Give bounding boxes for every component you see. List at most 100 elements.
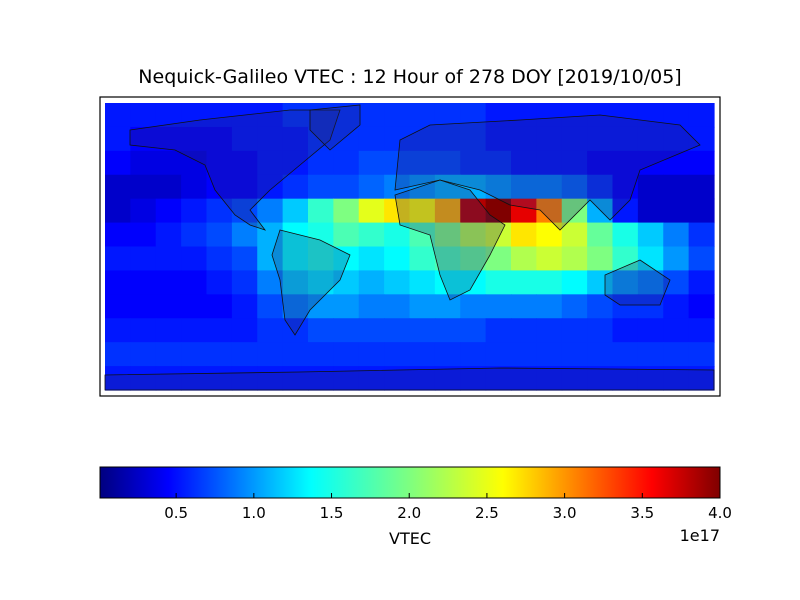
cell xyxy=(409,222,436,248)
cell xyxy=(663,342,690,367)
colorbar-ticks: 0.5 1.0 1.5 2.0 2.5 3.0 3.5 4.0 xyxy=(164,493,732,522)
cell xyxy=(612,294,639,319)
cell xyxy=(637,150,664,176)
cell xyxy=(333,126,360,152)
cell xyxy=(105,150,131,176)
cell xyxy=(358,222,385,248)
cell xyxy=(434,126,461,152)
cell xyxy=(384,103,411,128)
cell xyxy=(587,246,614,272)
cell xyxy=(511,246,537,272)
cell xyxy=(308,318,334,343)
cell xyxy=(308,246,334,272)
cell xyxy=(130,222,157,248)
cell xyxy=(308,294,334,319)
cell xyxy=(587,126,614,152)
cell xyxy=(282,294,309,319)
cell xyxy=(155,222,182,248)
cell xyxy=(663,174,690,200)
colorbar-offset: 1e17 xyxy=(680,526,720,545)
cell xyxy=(257,342,284,367)
colorbar-tick-label: 1.5 xyxy=(320,504,344,522)
cell xyxy=(257,294,284,319)
cell xyxy=(358,294,385,319)
cell xyxy=(460,342,487,367)
cell xyxy=(511,174,537,200)
cell xyxy=(663,366,690,391)
cell xyxy=(105,103,131,128)
cell xyxy=(384,318,411,343)
cell xyxy=(409,103,436,128)
cell xyxy=(333,222,360,248)
cell xyxy=(206,126,233,152)
cell xyxy=(688,270,715,295)
cell xyxy=(485,222,512,248)
cell xyxy=(663,198,690,224)
cell xyxy=(257,222,284,248)
cell xyxy=(536,342,563,367)
cell xyxy=(130,150,157,176)
cell xyxy=(612,270,639,295)
cell xyxy=(181,294,208,319)
cell xyxy=(282,103,309,128)
cell xyxy=(536,246,563,272)
cell xyxy=(206,270,233,295)
cell xyxy=(333,150,360,176)
cell xyxy=(181,103,208,128)
cell xyxy=(587,318,614,343)
colorbar-tick-label: 4.0 xyxy=(708,504,732,522)
cell xyxy=(155,366,182,391)
cell xyxy=(688,126,715,152)
cell xyxy=(460,318,487,343)
cell xyxy=(257,126,284,152)
cell xyxy=(409,126,436,152)
cell xyxy=(384,174,411,200)
colorbar-tick-label: 2.5 xyxy=(475,504,499,522)
cell xyxy=(181,198,208,224)
cell xyxy=(130,198,157,224)
cell xyxy=(409,366,436,391)
cell xyxy=(206,294,233,319)
continent xyxy=(394,179,506,301)
cell xyxy=(460,198,487,224)
cell xyxy=(206,318,233,343)
cell xyxy=(460,294,487,319)
cell xyxy=(612,366,639,391)
cell xyxy=(561,126,588,152)
cell xyxy=(105,222,131,248)
cell xyxy=(485,342,512,367)
cell xyxy=(511,222,537,248)
cell xyxy=(206,342,233,367)
colorbar-tick-label: 3.0 xyxy=(553,504,577,522)
cell xyxy=(663,126,690,152)
cell xyxy=(511,294,537,319)
cell xyxy=(282,126,309,152)
colorbar-tick-label: 1.0 xyxy=(242,504,266,522)
cell xyxy=(612,342,639,367)
cell xyxy=(688,342,715,367)
cell xyxy=(485,150,512,176)
cell xyxy=(105,366,131,391)
cell xyxy=(257,198,284,224)
cell xyxy=(231,270,258,295)
cell xyxy=(460,246,487,272)
cell xyxy=(358,126,385,152)
cell xyxy=(130,342,157,367)
cell xyxy=(130,366,157,391)
cell xyxy=(511,366,537,391)
cell xyxy=(130,294,157,319)
cell xyxy=(485,270,512,295)
cell xyxy=(155,318,182,343)
cell xyxy=(637,270,664,295)
cell xyxy=(206,222,233,248)
cell xyxy=(181,126,208,152)
cell xyxy=(155,294,182,319)
cell xyxy=(282,150,309,176)
cell xyxy=(181,222,208,248)
cell xyxy=(181,366,208,391)
cell xyxy=(460,150,487,176)
cell xyxy=(358,174,385,200)
cell xyxy=(587,150,614,176)
cell xyxy=(434,270,461,295)
